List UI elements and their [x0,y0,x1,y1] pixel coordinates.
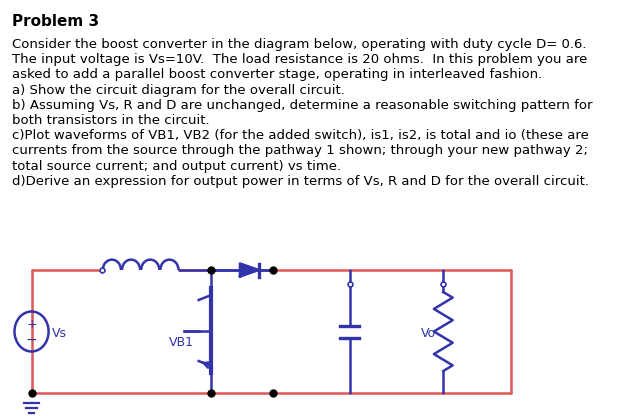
Text: Vs: Vs [52,327,67,340]
Text: asked to add a parallel boost converter stage, operating in interleaved fashion.: asked to add a parallel boost converter … [12,68,542,82]
Text: b) Assuming Vs, R and D are unchanged, determine a reasonable switching pattern : b) Assuming Vs, R and D are unchanged, d… [12,99,592,112]
Text: total source current; and output current) vs time.: total source current; and output current… [12,160,341,173]
Text: a) Show the circuit diagram for the overall circuit.: a) Show the circuit diagram for the over… [12,84,345,97]
Text: VB1: VB1 [169,336,194,349]
Text: Vo: Vo [421,327,437,340]
Text: Problem 3: Problem 3 [12,14,99,29]
Text: The input voltage is Vs=10V.  The load resistance is 20 ohms.  In this problem y: The input voltage is Vs=10V. The load re… [12,53,587,66]
Text: currents from the source through the pathway 1 shown; through your new pathway 2: currents from the source through the pat… [12,144,588,157]
Polygon shape [240,263,259,277]
Text: c)Plot waveforms of VB1, VB2 (for the added switch), is1, is2, is total and io (: c)Plot waveforms of VB1, VB2 (for the ad… [12,129,589,142]
Text: d)Derive an expression for output power in terms of Vs, R and D for the overall : d)Derive an expression for output power … [12,175,589,188]
Text: +: + [26,318,37,331]
Text: Consider the boost converter in the diagram below, operating with duty cycle D= : Consider the boost converter in the diag… [12,38,587,51]
Text: −: − [26,332,37,347]
Text: both transistors in the circuit.: both transistors in the circuit. [12,114,210,127]
